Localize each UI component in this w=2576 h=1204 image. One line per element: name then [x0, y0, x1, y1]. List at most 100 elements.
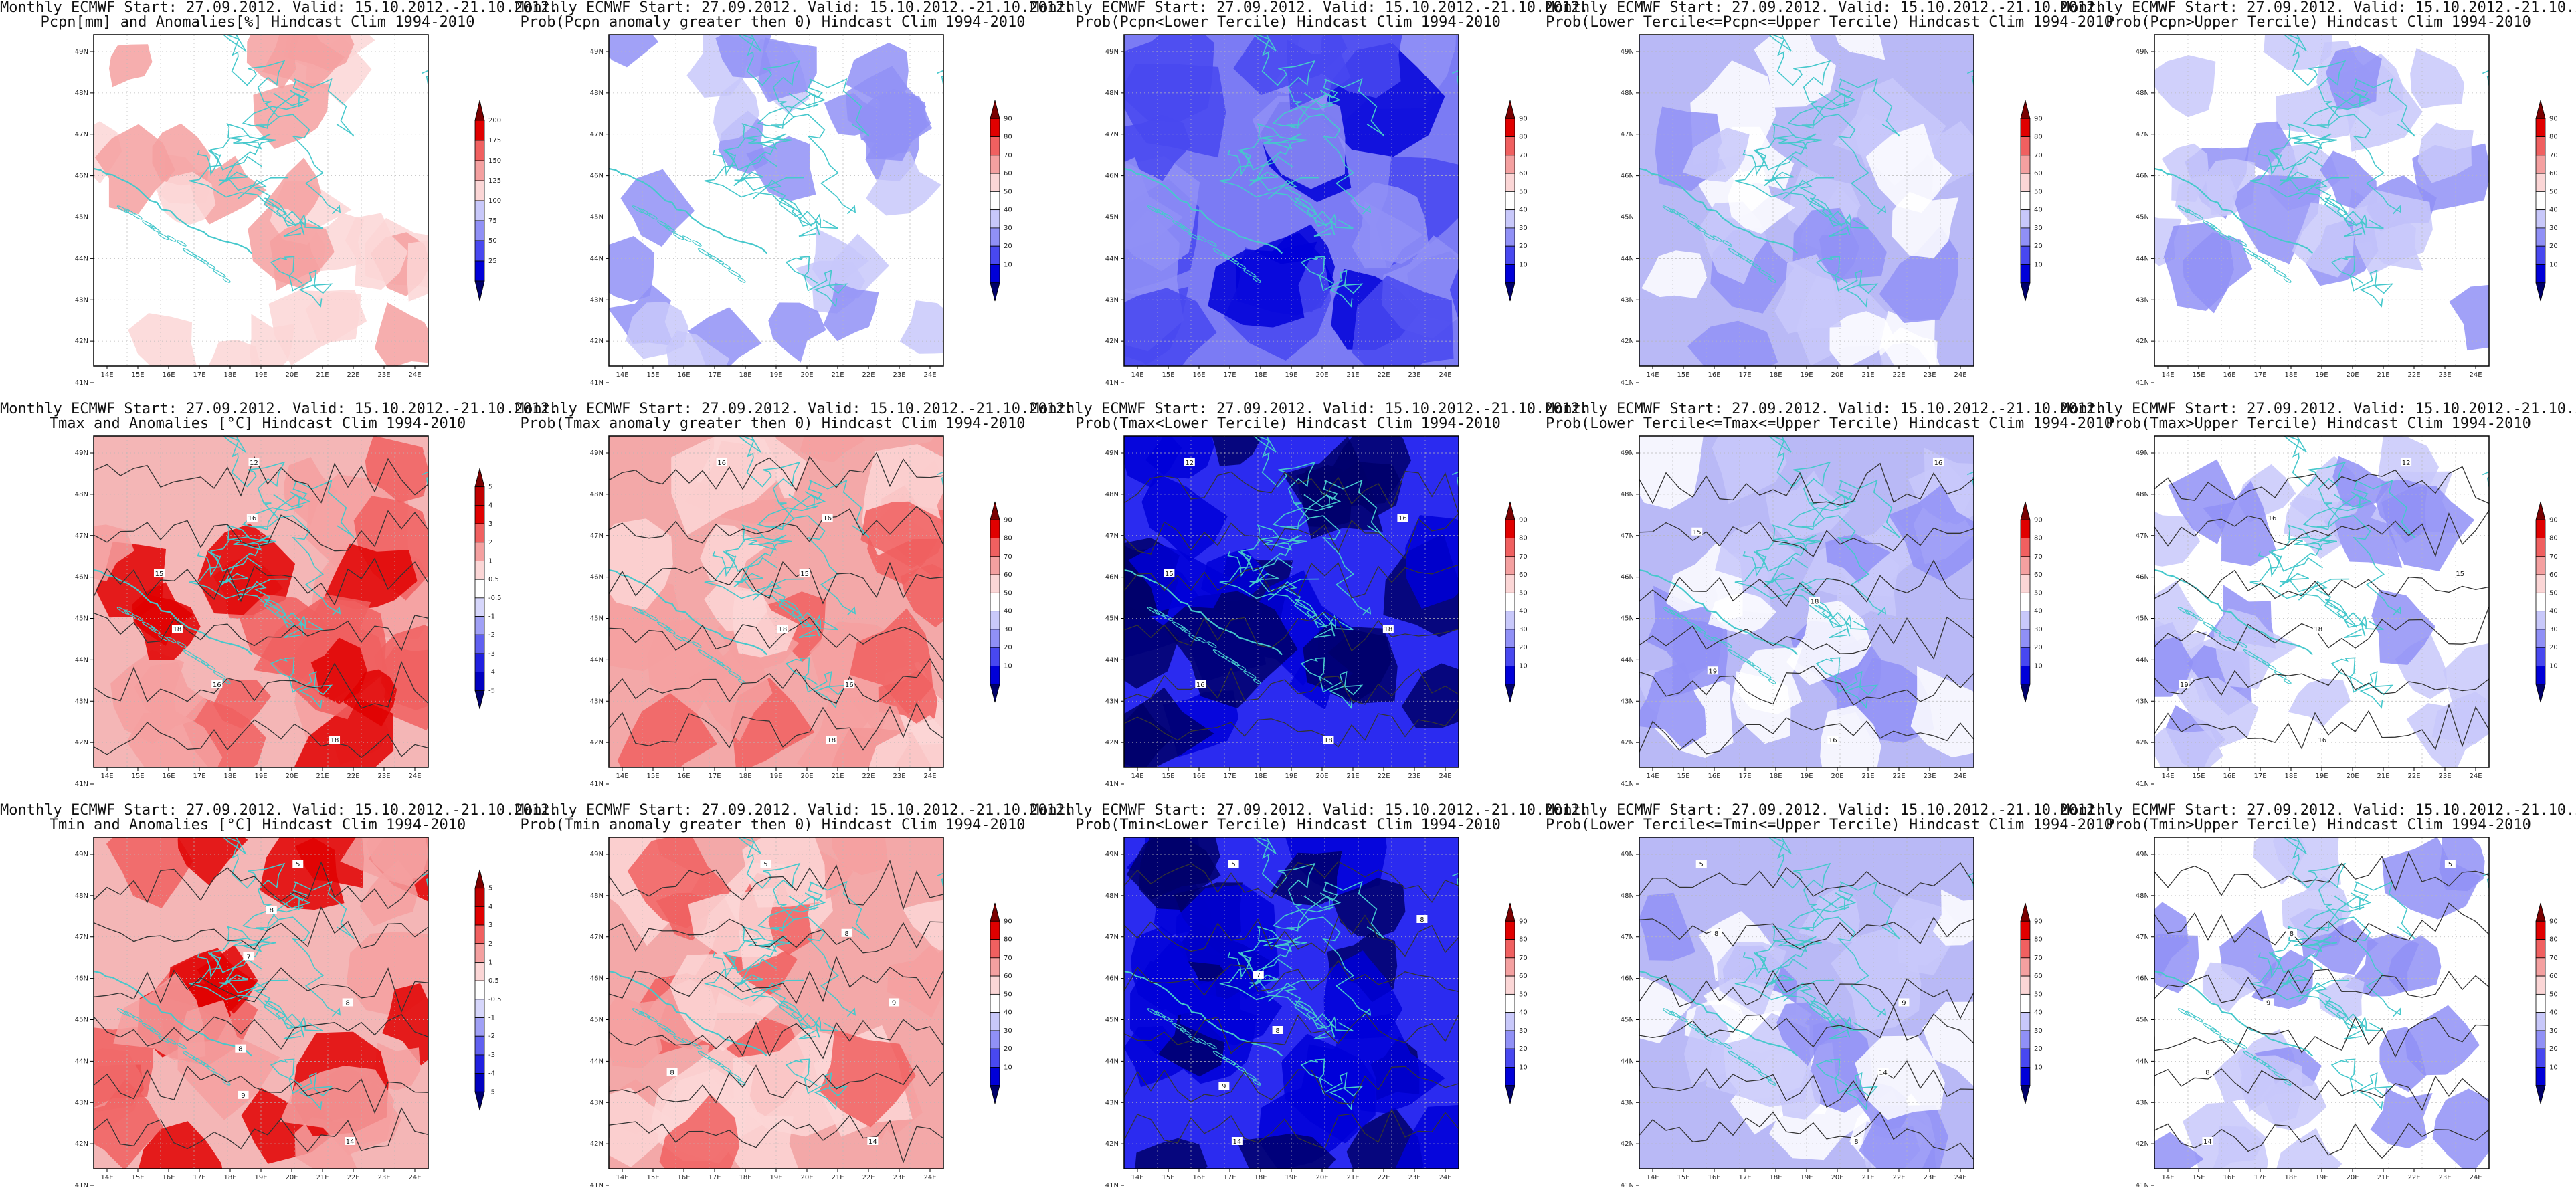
colorbar-label: 30: [1519, 626, 1528, 633]
shaded-region: [1352, 201, 1423, 269]
longitude-tick-label: 24E: [923, 371, 936, 379]
country-border: [757, 479, 870, 538]
latitude-tick-label: 48N: [1105, 90, 1119, 97]
colorbar-label: 40: [2034, 1009, 2043, 1017]
colorbar: 90 80 70 60 50 40 30 20 10: [2535, 501, 2558, 703]
colorbar-label: 80: [2549, 134, 2558, 141]
shaded-region: [860, 501, 943, 569]
svg-text:15: 15: [1693, 529, 1701, 536]
panel-subtitle: Pcpn[mm] and Anomalies[%] Hindcast Clim …: [40, 14, 475, 31]
latitude-tick-label: 42N: [1621, 1140, 1634, 1148]
shaded-region: [359, 860, 418, 926]
country-border: [2249, 937, 2367, 1040]
shaded-region: [130, 595, 201, 660]
contour-label: 12: [248, 458, 260, 467]
contour-label: 16: [716, 458, 727, 467]
latitude-tick-label: 42N: [75, 338, 88, 345]
longitude-tick-label: 18E: [223, 773, 236, 780]
longitude-tick-label: 16E: [162, 371, 175, 379]
colorbar: 90 80 70 60 50 40 30 20 10: [1505, 501, 1528, 703]
latitude-tick-label: 46N: [75, 975, 88, 983]
shaded-region: [902, 900, 943, 954]
longitude-tick-label: 23E: [1408, 371, 1420, 379]
shaded-region: [2332, 456, 2391, 508]
longitude-tick-label: 22E: [1377, 1174, 1390, 1181]
contour-label: 5: [2444, 860, 2456, 868]
contour-label: 19: [1707, 666, 1718, 675]
latitude-tick-label: 48N: [1621, 90, 1634, 97]
temperature-contour: [2154, 1016, 2489, 1058]
contour-label: 5: [1695, 860, 1707, 868]
latitude-tick-label: 43N: [2136, 1099, 2149, 1106]
coastline: [94, 167, 253, 254]
temperature-contour: [94, 557, 428, 606]
longitude-tick-label: 21E: [1346, 1174, 1359, 1181]
contour-label: 14: [345, 1137, 356, 1146]
coastline: [2154, 167, 2314, 254]
latitude-tick-label: 44N: [1105, 255, 1119, 262]
latitude-tick-label: 47N: [590, 934, 604, 941]
country-border: [704, 134, 821, 237]
longitude-tick-label: 18E: [2284, 371, 2297, 379]
temperature-contour: [1639, 665, 1974, 706]
colorbar-label: 10: [1004, 662, 1012, 670]
coastline: [1639, 167, 1799, 254]
country-border: [767, 177, 838, 229]
country-border: [1734, 937, 1851, 1040]
shaded-region: [1829, 311, 1896, 366]
country-border: [2249, 536, 2367, 639]
shaded-region: [887, 944, 943, 1018]
panel-header: Monthly ECMWF Start: 27.09.2012. Valid: …: [2061, 401, 2576, 417]
panel-subtitle: Prob(Pcpn<Lower Tercile) Hindcast Clim 1…: [1075, 14, 1501, 31]
shaded-region: [197, 524, 296, 615]
longitude-tick-label: 16E: [1192, 371, 1205, 379]
shaded-region: [2175, 175, 2238, 223]
country-border: [1253, 436, 1316, 519]
colorbar-label: 40: [2549, 207, 2558, 214]
longitude-tick-label: 23E: [1923, 371, 1936, 379]
colorbar-label: 0.5: [488, 576, 499, 583]
temperature-contour: [2154, 851, 2489, 896]
contour-label: 8: [2202, 1068, 2213, 1076]
shaded-region: [1687, 320, 1778, 366]
colorbar-label: 70: [1519, 955, 1528, 962]
contour-label: 8: [1711, 928, 1722, 938]
svg-text:12: 12: [2402, 460, 2411, 467]
shaded-region: [899, 300, 943, 354]
panel-subtitle: Prob(Pcpn>Upper Tercile) Hindcast Clim 1…: [2106, 14, 2531, 31]
country-border: [1815, 657, 1879, 709]
latitude-tick-label: 46N: [590, 574, 604, 581]
shaded-region: [345, 213, 408, 290]
shaded-region: [768, 302, 826, 363]
colorbar-label: 70: [1519, 553, 1528, 561]
contour-label: 16: [822, 514, 833, 522]
shaded-region: [2202, 962, 2265, 1013]
colorbar-label: 25: [488, 258, 497, 265]
colorbar-label: 90: [1519, 918, 1528, 925]
country-border: [226, 524, 277, 569]
shaded-region: [1888, 484, 1974, 582]
shaded-region: [868, 715, 943, 767]
colorbar: 90 80 70 60 50 40 30 20 10: [990, 100, 1012, 302]
country-border: [270, 1058, 333, 1110]
longitude-tick-label: 24E: [923, 1174, 936, 1181]
coastline: [2154, 569, 2314, 656]
map-area: 14E 15E 16E 17E 18E 19E 20E 21E 22E 23E 24E 49N 48N 4…: [1105, 34, 1459, 387]
map-panel-pcpn-middle: Monthly ECMWF Start: 27.09.2012. Valid: …: [1546, 0, 2113, 401]
longitude-tick-label: 14E: [616, 371, 628, 379]
colorbar-label: 175: [488, 137, 501, 144]
longitude-tick-label: 21E: [2377, 1174, 2389, 1181]
svg-text:9: 9: [892, 1000, 896, 1007]
shaded-region: [279, 1066, 395, 1155]
shaded-region: [2432, 1088, 2489, 1169]
latitude-tick-label: 44N: [1105, 1058, 1119, 1065]
longitude-tick-label: 24E: [408, 371, 421, 379]
colorbar-label: 40: [2549, 1009, 2558, 1017]
latitude-tick-label: 49N: [590, 48, 604, 56]
shaded-region: [365, 436, 428, 503]
country-border: [2312, 979, 2384, 1032]
contour-label: 15: [799, 569, 810, 578]
longitude-tick-label: 21E: [2377, 773, 2389, 780]
colorbar-label: 4: [488, 903, 492, 910]
colorbar-label: 10: [2034, 261, 2043, 268]
